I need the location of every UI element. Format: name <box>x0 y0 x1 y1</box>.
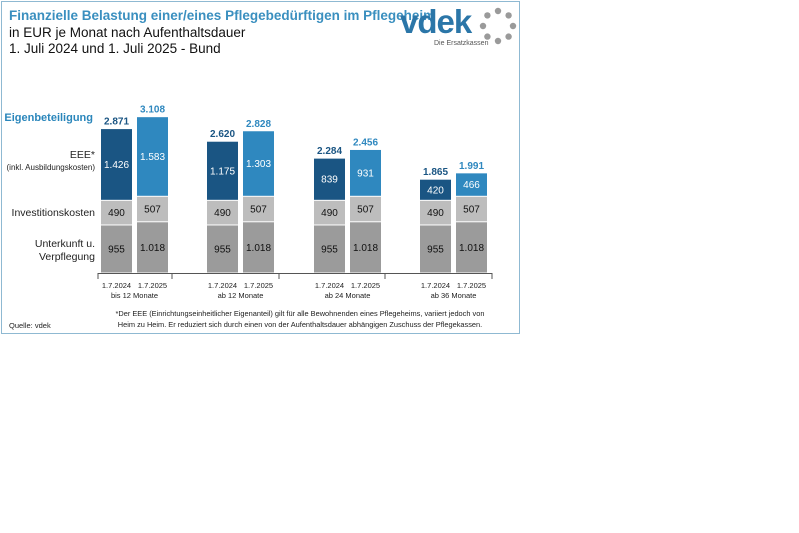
bar-segment-unterkunft <box>350 222 381 273</box>
vdek-logo-wordmark: vdek <box>400 3 472 40</box>
bar-segment-investitionskosten <box>101 200 132 225</box>
x-tick-label-date: 1.7.2025 <box>351 281 380 290</box>
chart-card: Finanzielle Belastung einer/eines Pflege… <box>1 1 520 334</box>
bar-segment-eee <box>207 141 238 200</box>
data-label-investitionskosten: 490 <box>108 208 125 219</box>
data-label-eee: 466 <box>463 180 480 191</box>
bars-layer: 955 490 1.426 2.871 1.018 507 1.583 3.108 955 490… <box>101 105 487 273</box>
bar-segment-investitionskosten <box>350 196 381 222</box>
bar-segment-eee <box>243 131 274 196</box>
data-label-unterkunft: 955 <box>214 244 231 255</box>
chart-title: Finanzielle Belastung einer/eines Pflege… <box>9 8 436 23</box>
bar-segment-unterkunft <box>101 225 132 273</box>
x-group-label: bis 12 Monate <box>111 291 158 300</box>
bar-segment-investitionskosten <box>137 196 168 222</box>
data-label-investitionskosten: 507 <box>250 205 267 216</box>
data-label-unterkunft: 1.018 <box>140 243 165 254</box>
row-label-eigenbeteiligung: Eigenbeteiligung <box>4 112 93 124</box>
x-tick-label-date: 1.7.2025 <box>138 281 167 290</box>
bar-segment-investitionskosten <box>243 196 274 222</box>
data-label-total: 3.108 <box>140 105 165 116</box>
bar-segment-unterkunft <box>243 222 274 273</box>
x-tick-label-date: 1.7.2024 <box>102 281 131 290</box>
bar-segment-eee <box>137 117 168 196</box>
data-label-total: 2.456 <box>353 137 378 148</box>
data-label-unterkunft: 1.018 <box>459 243 484 254</box>
data-label-unterkunft: 1.018 <box>246 243 271 254</box>
data-label-eee: 839 <box>321 175 338 186</box>
x-axis: 1.7.2024 1.7.2025 1.7.2024 1.7.2025 1.7.2024… <box>97 273 493 300</box>
data-label-total: 2.871 <box>104 117 129 128</box>
data-label-eee: 931 <box>357 168 374 179</box>
data-label-total: 1.865 <box>423 167 448 178</box>
stacked-bar-chart: Eigenbeteiligung EEE* (inkl. Ausbildungs… <box>4 105 493 300</box>
footnote-line1: *Der EEE (Einrichtungseinheitlicher Eige… <box>115 309 485 318</box>
bar-segment-unterkunft <box>456 222 487 273</box>
x-tick-label-date: 1.7.2025 <box>244 281 273 290</box>
data-label-unterkunft: 955 <box>427 244 444 255</box>
data-label-eee: 420 <box>427 185 444 196</box>
bar-segment-eee <box>420 179 451 200</box>
bar-segment-investitionskosten <box>207 200 238 225</box>
bar-segment-eee <box>314 158 345 200</box>
row-label-investitionskosten: Investitionskosten <box>12 207 96 219</box>
bar-segment-investitionskosten <box>314 200 345 225</box>
data-label-eee: 1.583 <box>140 152 165 163</box>
chart-date-line: 1. Juli 2024 und 1. Juli 2025 - Bund <box>9 41 221 56</box>
bar-segment-unterkunft <box>207 225 238 273</box>
row-label-eee-note: (inkl. Ausbildungskosten) <box>7 163 96 172</box>
data-label-investitionskosten: 490 <box>214 208 231 219</box>
data-label-total: 2.828 <box>246 119 271 130</box>
data-label-investitionskosten: 507 <box>463 205 480 216</box>
vdek-logo-tagline: Die Ersatzkassen <box>434 40 489 47</box>
vdek-ring-icon <box>479 7 517 45</box>
data-label-eee: 1.303 <box>246 159 271 170</box>
data-label-total: 2.284 <box>317 146 342 157</box>
footnote-line2: Heim zu Heim. Er reduziert sich durch ei… <box>117 320 483 329</box>
x-group-label: ab 12 Monate <box>218 291 264 300</box>
data-label-investitionskosten: 490 <box>321 208 338 219</box>
bar-segment-unterkunft <box>137 222 168 273</box>
bar-segment-unterkunft <box>420 225 451 273</box>
x-tick-label-date: 1.7.2025 <box>457 281 486 290</box>
x-group-label: ab 36 Monate <box>431 291 477 300</box>
data-label-unterkunft: 955 <box>108 244 125 255</box>
source-note: Quelle: vdek <box>9 321 51 330</box>
x-tick-label-date: 1.7.2024 <box>421 281 450 290</box>
bar-segment-unterkunft <box>314 225 345 273</box>
data-label-investitionskosten: 507 <box>357 205 374 216</box>
row-label-eee: EEE* <box>70 149 95 161</box>
bar-segment-eee <box>456 173 487 196</box>
x-tick-label-date: 1.7.2024 <box>315 281 344 290</box>
bar-segment-eee <box>101 129 132 200</box>
bar-segment-investitionskosten <box>420 200 451 225</box>
data-label-unterkunft: 955 <box>321 244 338 255</box>
x-tick-label-date: 1.7.2024 <box>208 281 237 290</box>
data-label-unterkunft: 1.018 <box>353 243 378 254</box>
data-label-eee: 1.175 <box>210 166 235 177</box>
row-label-unterkunft-line1: Unterkunft u. <box>35 238 95 250</box>
data-label-total: 2.620 <box>210 129 235 140</box>
data-label-eee: 1.426 <box>104 160 129 171</box>
data-label-total: 1.991 <box>459 161 484 172</box>
footnote: *Der EEE (Einrichtungseinheitlicher Eige… <box>108 308 492 330</box>
x-group-label: ab 24 Monate <box>325 291 371 300</box>
bar-segment-eee <box>350 149 381 196</box>
row-labels: Eigenbeteiligung EEE* (inkl. Ausbildungs… <box>4 112 95 263</box>
bar-segment-investitionskosten <box>456 196 487 222</box>
row-label-unterkunft-line2: Verpflegung <box>39 251 95 263</box>
data-label-investitionskosten: 490 <box>427 208 444 219</box>
data-label-investitionskosten: 507 <box>144 205 161 216</box>
chart-subtitle: in EUR je Monat nach Aufenthaltsdauer <box>9 25 246 40</box>
